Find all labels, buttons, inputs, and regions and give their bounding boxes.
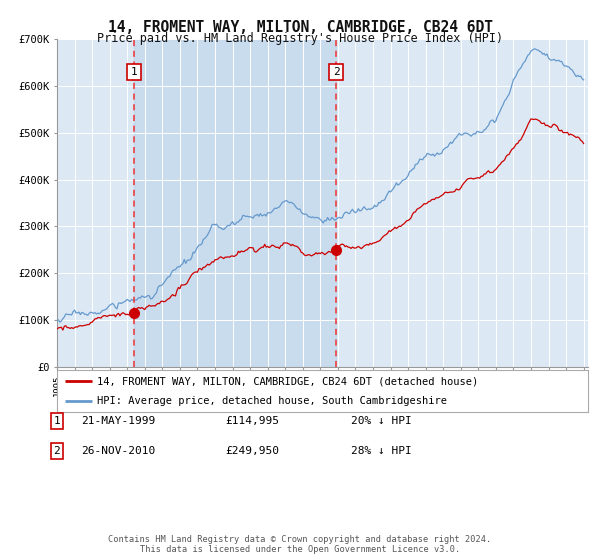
Text: 2: 2 [333,67,340,77]
Text: Price paid vs. HM Land Registry's House Price Index (HPI): Price paid vs. HM Land Registry's House … [97,32,503,45]
Text: 14, FROMENT WAY, MILTON, CAMBRIDGE, CB24 6DT (detached house): 14, FROMENT WAY, MILTON, CAMBRIDGE, CB24… [97,376,478,386]
Text: 21-MAY-1999: 21-MAY-1999 [81,416,155,426]
Text: Contains HM Land Registry data © Crown copyright and database right 2024.
This d: Contains HM Land Registry data © Crown c… [109,535,491,554]
Text: 2: 2 [53,446,61,456]
Bar [134,39,336,367]
Text: 1: 1 [53,416,61,426]
Text: 28% ↓ HPI: 28% ↓ HPI [351,446,412,456]
Text: HPI: Average price, detached house, South Cambridgeshire: HPI: Average price, detached house, Sout… [97,396,447,406]
Text: 14, FROMENT WAY, MILTON, CAMBRIDGE, CB24 6DT: 14, FROMENT WAY, MILTON, CAMBRIDGE, CB24… [107,20,493,35]
Text: 1: 1 [131,67,137,77]
Text: £114,995: £114,995 [225,416,279,426]
Text: 26-NOV-2010: 26-NOV-2010 [81,446,155,456]
Text: 20% ↓ HPI: 20% ↓ HPI [351,416,412,426]
Text: £249,950: £249,950 [225,446,279,456]
